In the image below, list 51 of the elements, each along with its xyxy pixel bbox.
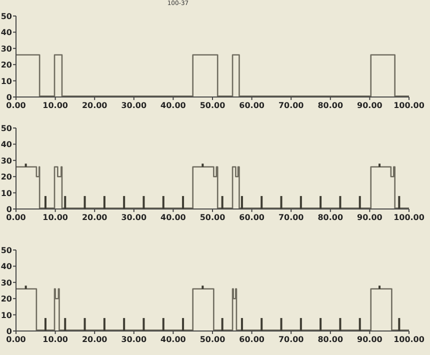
x-tick-label: 80.00 bbox=[318, 101, 344, 110]
x-tick-label: 50.00 bbox=[200, 213, 226, 222]
y-tick-label: 50 bbox=[0, 12, 12, 21]
x-tick-label: 20.00 bbox=[82, 213, 108, 222]
x-tick-label: 10.00 bbox=[42, 213, 68, 222]
y-tick-label: 0 bbox=[6, 205, 12, 214]
y-tick-label: 0 bbox=[6, 327, 12, 336]
x-tick-label: 70.00 bbox=[278, 213, 304, 222]
y-tick-label: 40 bbox=[0, 140, 12, 150]
x-tick-label: 100.00 bbox=[394, 335, 425, 344]
x-tick-label: 70.00 bbox=[278, 335, 304, 344]
y-tick-label: 20 bbox=[0, 172, 12, 182]
x-tick-label: 30.00 bbox=[121, 101, 147, 110]
y-tick-label: 40 bbox=[0, 262, 12, 272]
x-tick-label: 70.00 bbox=[278, 101, 304, 110]
x-tick-label: 20.00 bbox=[82, 101, 108, 110]
x-tick-label: 90.00 bbox=[357, 101, 383, 110]
y-tick-label: 50 bbox=[0, 124, 12, 133]
x-tick-label: 10.00 bbox=[42, 335, 68, 344]
x-tick-label: 40.00 bbox=[160, 101, 186, 110]
x-tick-label: 90.00 bbox=[357, 335, 383, 344]
x-tick-label: 80.00 bbox=[318, 335, 344, 344]
y-tick-label: 10 bbox=[0, 188, 12, 198]
y-tick-label: 10 bbox=[0, 76, 12, 86]
x-tick-label: 60.00 bbox=[239, 335, 265, 344]
y-tick-label: 20 bbox=[0, 60, 12, 70]
y-tick-label: 30 bbox=[0, 156, 12, 166]
x-tick-label: 30.00 bbox=[121, 335, 147, 344]
x-tick-label: 50.00 bbox=[200, 101, 226, 110]
y-tick-label: 30 bbox=[0, 278, 12, 288]
x-tick-label: 50.00 bbox=[200, 335, 226, 344]
y-tick-label: 50 bbox=[0, 246, 12, 255]
x-tick-label: 20.00 bbox=[82, 335, 108, 344]
x-tick-label: 0.00 bbox=[6, 213, 26, 222]
x-tick-label: 80.00 bbox=[318, 213, 344, 222]
y-tick-label: 10 bbox=[0, 310, 12, 320]
x-tick-label: 60.00 bbox=[239, 213, 265, 222]
x-tick-label: 40.00 bbox=[160, 335, 186, 344]
y-tick-label: 0 bbox=[6, 93, 12, 102]
x-tick-label: 0.00 bbox=[6, 335, 26, 344]
x-tick-label: 0.00 bbox=[6, 101, 26, 110]
y-tick-label: 30 bbox=[0, 44, 12, 54]
x-tick-label: 100.00 bbox=[394, 101, 425, 110]
x-tick-label: 100.00 bbox=[394, 213, 425, 222]
y-tick-label: 40 bbox=[0, 28, 12, 38]
x-tick-label: 10.00 bbox=[42, 101, 68, 110]
y-tick-label: 20 bbox=[0, 294, 12, 304]
x-tick-label: 40.00 bbox=[160, 213, 186, 222]
x-tick-label: 30.00 bbox=[121, 213, 147, 222]
x-tick-label: 60.00 bbox=[239, 101, 265, 110]
x-tick-label: 90.00 bbox=[357, 213, 383, 222]
